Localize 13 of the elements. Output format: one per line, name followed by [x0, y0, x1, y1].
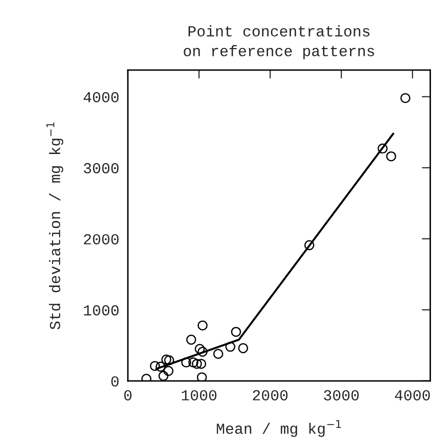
- y-tick-label: 0: [111, 376, 119, 387]
- x-axis-title: Mean / mg kg$^{−1}$: [216, 420, 341, 437]
- y-tick-label: 4000: [84, 92, 119, 102]
- y-tick-label: 2000: [84, 234, 119, 244]
- y-axis-title: Std deviation / mg kg$^{−1}$: [46, 122, 64, 330]
- x-tick-label: 3000: [324, 390, 359, 400]
- x-tick-label: 4000: [394, 390, 430, 400]
- x-tick-label: 0: [124, 390, 132, 400]
- x-tick-label: 2000: [252, 390, 288, 400]
- y-tick-label: 1000: [84, 305, 119, 316]
- chart-title: Point concentrations on reference patterns: [184, 25, 374, 60]
- y-tick-label: 3000: [84, 163, 119, 174]
- x-tick-label: 1000: [182, 390, 216, 400]
